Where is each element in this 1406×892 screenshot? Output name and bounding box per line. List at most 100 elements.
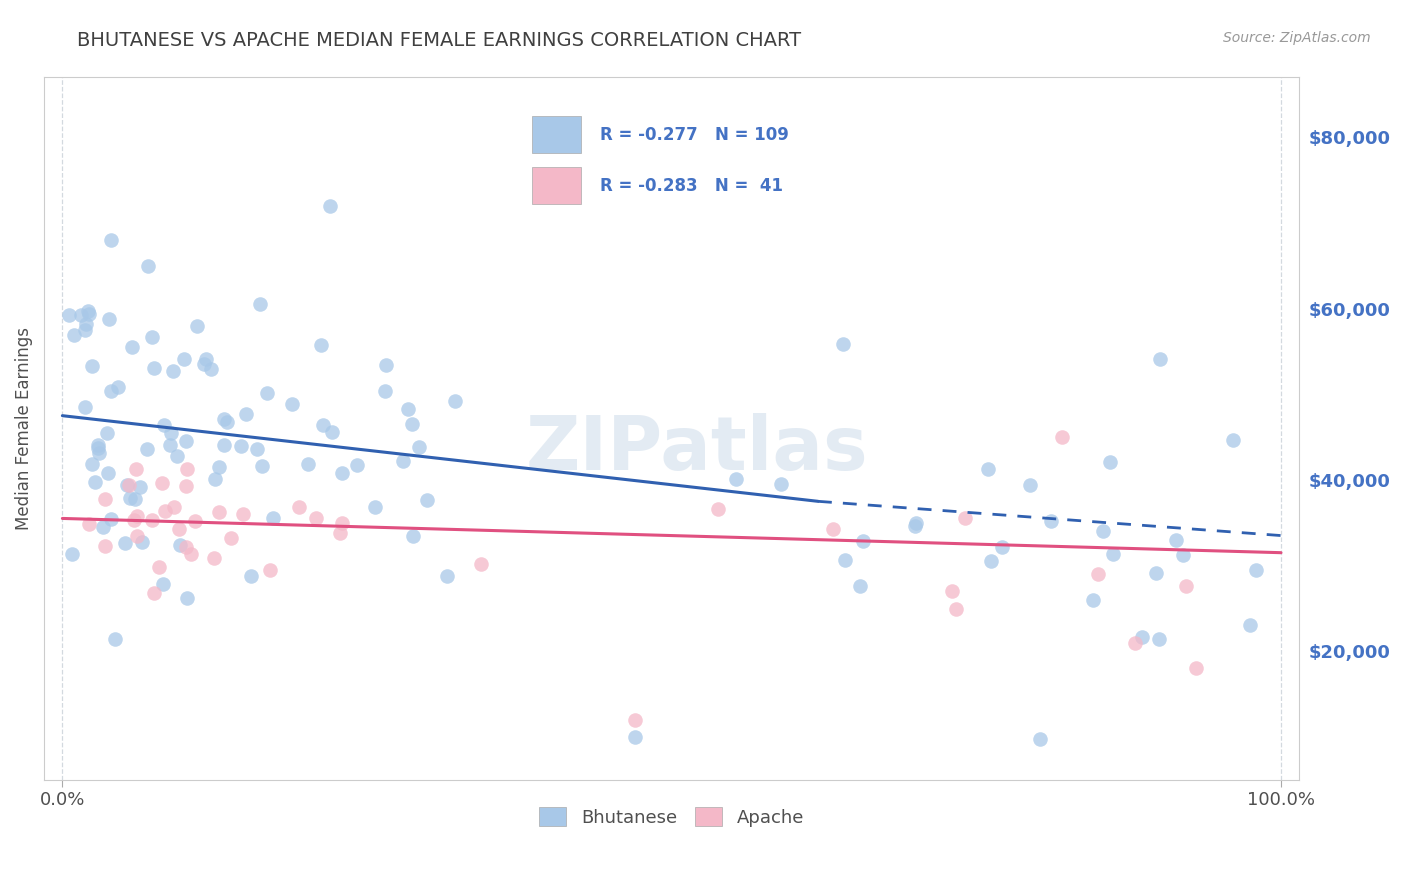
Point — [129, 480, 152, 494]
Point — [84, 475, 107, 490]
Point — [821, 522, 844, 536]
Point — [834, 553, 856, 567]
Point — [186, 318, 208, 333]
Point — [183, 514, 205, 528]
Point — [79, 307, 101, 321]
Point — [91, 519, 114, 533]
Point — [204, 473, 226, 487]
Point — [246, 442, 269, 457]
Point — [104, 632, 127, 646]
Point — [304, 511, 326, 525]
Point — [136, 442, 159, 456]
Point — [396, 402, 419, 417]
Point — [1149, 351, 1171, 366]
Point — [231, 439, 253, 453]
Point — [142, 361, 165, 376]
Point — [375, 359, 398, 373]
Point — [180, 547, 202, 561]
Point — [114, 535, 136, 549]
Point — [131, 535, 153, 549]
Point — [87, 441, 110, 455]
Point — [724, 472, 747, 486]
Point — [991, 540, 1014, 554]
Point — [1123, 635, 1146, 649]
Point — [250, 458, 273, 473]
Point — [1102, 547, 1125, 561]
Point — [443, 393, 465, 408]
Legend: Bhutanese, Apache: Bhutanese, Apache — [531, 800, 811, 834]
Point — [73, 323, 96, 337]
Point — [470, 558, 492, 572]
Point — [346, 458, 368, 472]
Point — [1083, 592, 1105, 607]
Point — [905, 516, 928, 530]
Point — [214, 411, 236, 425]
Point — [391, 454, 413, 468]
Point — [374, 384, 396, 398]
Point — [1050, 430, 1073, 444]
Point — [96, 425, 118, 440]
Point — [163, 500, 186, 514]
Point — [166, 449, 188, 463]
Point — [232, 507, 254, 521]
Point — [941, 584, 963, 599]
Point — [60, 547, 83, 561]
Point — [976, 462, 998, 476]
Point — [330, 516, 353, 530]
Point — [1099, 455, 1122, 469]
Point — [107, 380, 129, 394]
Point — [98, 311, 121, 326]
Point — [416, 492, 439, 507]
Point — [311, 418, 333, 433]
Point — [176, 591, 198, 605]
Point — [82, 359, 104, 373]
Point — [1171, 548, 1194, 562]
Point — [162, 364, 184, 378]
Point — [281, 397, 304, 411]
Point — [321, 425, 343, 439]
Point — [329, 525, 352, 540]
Point — [160, 425, 183, 440]
Point — [1244, 563, 1267, 577]
Point — [136, 259, 159, 273]
Point — [769, 476, 792, 491]
Point — [980, 554, 1002, 568]
Point — [219, 532, 242, 546]
Point — [141, 513, 163, 527]
Point — [202, 550, 225, 565]
Point — [208, 505, 231, 519]
Point — [945, 602, 967, 616]
Point — [125, 462, 148, 476]
Point — [77, 303, 100, 318]
Point — [953, 511, 976, 525]
Point — [73, 401, 96, 415]
Point — [288, 500, 311, 514]
Point — [124, 492, 146, 507]
Point — [58, 308, 80, 322]
Point — [831, 336, 853, 351]
Point — [148, 559, 170, 574]
Point — [118, 491, 141, 506]
Point — [193, 357, 215, 371]
Point — [401, 529, 423, 543]
Point — [1184, 661, 1206, 675]
Point — [174, 479, 197, 493]
Point — [240, 569, 263, 583]
Point — [75, 318, 97, 332]
Point — [80, 457, 103, 471]
Point — [150, 476, 173, 491]
Point — [1239, 618, 1261, 632]
Point — [97, 466, 120, 480]
Point — [152, 417, 174, 432]
Point — [436, 569, 458, 583]
Point — [1166, 533, 1188, 547]
Point — [94, 539, 117, 553]
Point — [176, 462, 198, 476]
Point — [1222, 433, 1244, 447]
Point — [127, 509, 149, 524]
Point — [364, 500, 387, 514]
Point — [1040, 515, 1063, 529]
Point — [195, 352, 218, 367]
Point — [169, 538, 191, 552]
Point — [100, 512, 122, 526]
